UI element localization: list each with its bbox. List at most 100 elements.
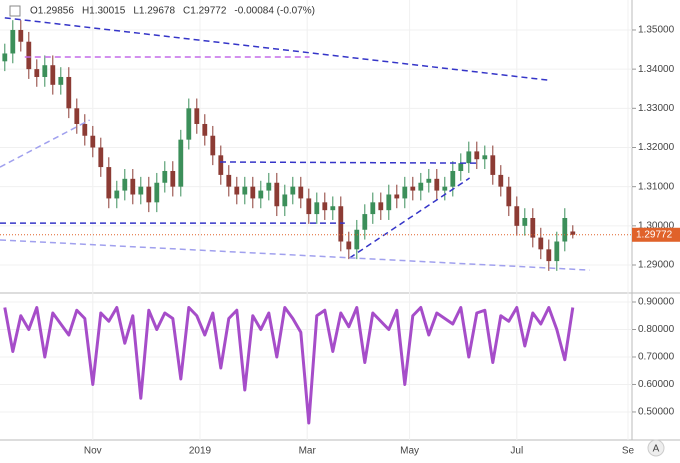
candle-body [370,202,376,215]
candle-body [138,186,144,195]
candle-body [178,139,184,187]
candle-body [354,229,360,250]
candle-body [290,186,296,195]
x-tick-label: Jul [510,446,523,457]
candle-body [2,53,8,62]
candle-body [26,41,32,70]
candle-body [410,186,416,191]
candle-body [258,190,264,199]
candle-body [202,123,208,136]
candle-body [338,206,344,242]
candle-body [314,202,320,215]
x-tick-label: 2019 [189,446,212,457]
trendline [4,17,549,81]
candle-body [146,186,152,203]
trendline [349,177,471,259]
candle-body [18,29,24,42]
indicator-line [3,306,575,425]
candle-body [394,194,400,199]
candle-body [346,241,352,250]
y-tick-label: 1.34000 [638,64,675,75]
candle-body [282,194,288,207]
x-tick-label: Nov [84,446,102,457]
candle-body [50,65,56,85]
candle-body [66,76,72,109]
candle-body [34,69,40,77]
candle-body [386,194,392,211]
candle-body [154,182,160,203]
candle-body [162,170,168,183]
ohlc-legend: -0.00084 (-0.07%) [234,6,315,17]
candle-body [514,206,520,226]
x-tick-label: Mar [299,446,317,457]
candle-body [506,186,512,207]
y-tick-label: 1.33000 [638,103,675,114]
candle-body [538,237,544,250]
y-tick-label: 1.29000 [638,260,675,271]
candle-body [522,218,528,226]
candle-body [562,218,568,242]
y-tick-label: 1.30000 [638,220,675,231]
candle-body [106,167,112,199]
candle-body [530,218,536,238]
y-tick-label: 1.32000 [638,142,675,153]
candle-body [330,206,336,211]
candle-body [194,108,200,124]
candle-body [234,186,240,195]
candle-body [306,198,312,215]
ohlc-legend: O1.29856 [30,6,74,17]
candle-body [210,135,216,156]
candle-body [474,151,480,160]
candle-body [98,147,104,168]
candle-body [418,182,424,191]
candle-body [42,65,48,77]
candle-body [226,174,232,187]
candle-body [426,178,432,183]
candle-body [186,108,192,140]
price-tag [632,227,680,242]
candle-body [74,108,80,124]
ohlc-legend: L1.29678 [133,6,175,17]
y-tick-label: 0.90000 [638,297,675,308]
trendline [219,161,481,164]
auto-scale-label: A [653,444,660,455]
candle-body [482,155,488,160]
price-tag-label: 1.29772 [636,229,673,240]
candle-body [82,123,88,136]
candle-body [402,186,408,199]
collapse-icon[interactable] [9,5,21,17]
candle-body [274,182,280,207]
candle-body [242,186,248,195]
candle-body [58,76,64,85]
ohlc-legend: H1.30015 [82,6,126,17]
y-tick-label: 0.60000 [638,379,675,390]
trendline [0,119,90,168]
candle-body [554,241,560,262]
candle-body [114,190,120,199]
y-tick-label: 0.50000 [638,407,675,418]
ohlc-legend: C1.29772 [183,6,227,17]
y-tick-label: 0.70000 [638,352,675,363]
trendline [0,239,590,271]
candle-body [362,214,368,230]
candle-body [378,202,384,211]
candle-body [434,178,440,191]
candle-body [170,170,176,187]
x-tick-label: Se [622,446,635,457]
candle-body [266,182,272,191]
candle-body [10,29,16,54]
candle-body [498,174,504,187]
candle-body [570,231,576,235]
candle-body [490,155,496,175]
candle-body [322,202,328,211]
candle-body [450,170,456,187]
candle-body [442,186,448,191]
candle-body [130,178,136,195]
y-tick-label: 1.35000 [638,25,675,36]
candle-body [466,151,472,164]
candle-body [218,155,224,175]
x-tick-label: May [400,446,419,457]
auto-scale-button[interactable] [647,439,665,457]
y-tick-label: 0.80000 [638,324,675,335]
